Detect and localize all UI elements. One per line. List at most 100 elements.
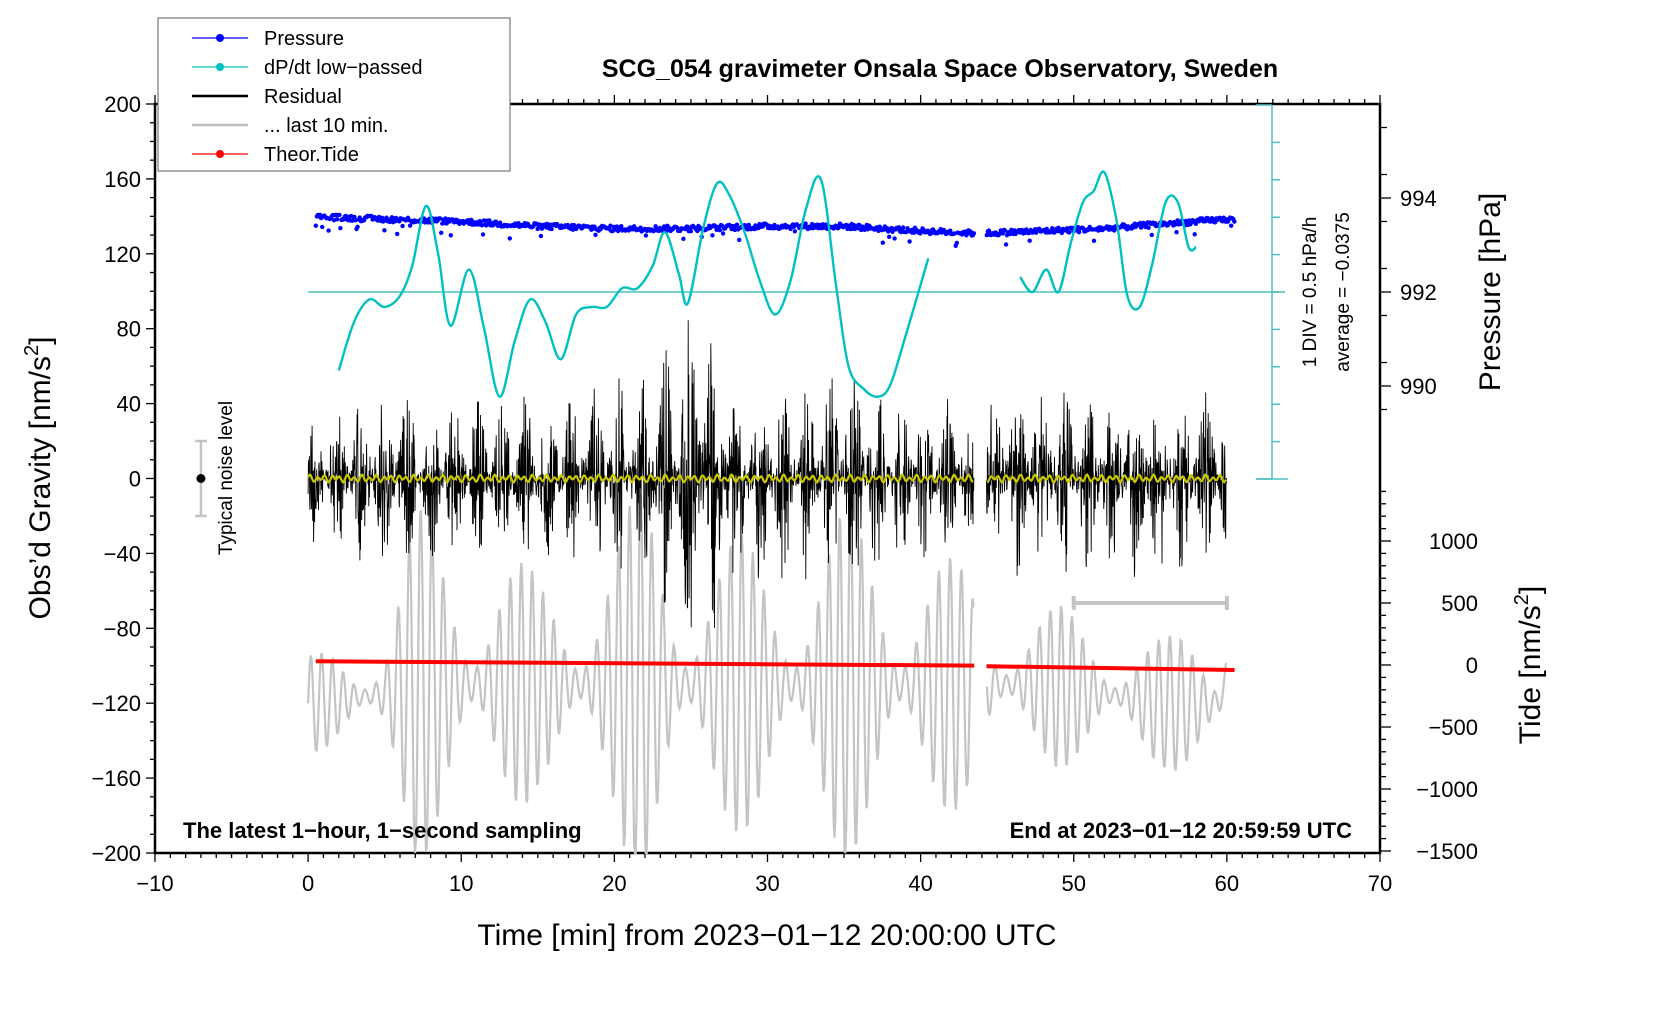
- legend-marker: [216, 150, 224, 158]
- x-axis-title: Time [min] from 2023−01−12 20:00:00 UTC: [477, 919, 1056, 952]
- pressure-point: [737, 237, 742, 243]
- residual-smoothed-line: [986, 473, 1227, 484]
- pressure-point: [695, 228, 700, 234]
- pressure-point: [720, 231, 726, 236]
- pressure-point: [643, 233, 649, 238]
- last-10-min-line: [985, 605, 1228, 771]
- pressure-point: [1003, 242, 1009, 247]
- pressure-point: [439, 230, 444, 235]
- pressure-point: [571, 223, 577, 228]
- pressure-point: [896, 225, 902, 230]
- y-left-tick-label: 40: [117, 392, 141, 417]
- pressure-point: [497, 220, 503, 225]
- tide-tick-label: 500: [1441, 591, 1478, 616]
- pressure-point: [481, 218, 487, 223]
- chart-title: SCG_054 gravimeter Onsala Space Observat…: [602, 55, 1278, 83]
- tide-line: [315, 659, 975, 668]
- axis-ticks: −10 0 10 20 30 40 50 60 70 200 160 120 80 40 0 −40 −80 −1…: [91, 92, 1478, 896]
- pressure-tick-label: 990: [1400, 374, 1437, 399]
- legend-label: Residual: [264, 86, 342, 108]
- y-left-tick-label: 120: [104, 242, 141, 267]
- pressure-point: [426, 220, 431, 225]
- pressure-point: [335, 217, 340, 222]
- legend-box: [157, 17, 511, 172]
- pressure-point: [1059, 230, 1065, 236]
- legend-label: Pressure: [264, 28, 344, 50]
- pressure-point: [880, 240, 885, 245]
- pressure-point: [326, 228, 331, 233]
- pressure-tick-label: 994: [1400, 186, 1437, 211]
- dpdt-scale-note: 1 DIV = 0.5 hPa/h: [1300, 217, 1321, 368]
- noise-level-indicator: [194, 439, 207, 518]
- dpdt-line: [1019, 170, 1197, 311]
- tide-tick-label: −1000: [1416, 777, 1478, 802]
- y-left-tick-label: 160: [104, 167, 141, 192]
- dpdt-axis: [308, 104, 1288, 480]
- pressure-point: [619, 224, 624, 229]
- legend-label: ... last 10 min.: [264, 115, 389, 137]
- last-10-min-bar: [1071, 596, 1229, 610]
- pressure-point: [971, 231, 977, 236]
- pressure-point: [400, 223, 405, 229]
- tide-title-sup: 2: [1511, 594, 1533, 605]
- pressure-point: [448, 233, 453, 238]
- noise-level-label: Typical noise level: [216, 401, 237, 555]
- pressure-point: [593, 232, 598, 237]
- series-pressure: [313, 212, 1237, 248]
- pressure-point: [1033, 230, 1039, 235]
- series-theor-tide: [315, 659, 1235, 672]
- pressure-point: [984, 232, 989, 238]
- x-tick-label: 30: [755, 871, 779, 896]
- pressure-point: [1149, 232, 1155, 238]
- legend: Pressure dP/dt low−passed Residual ... last…: [157, 17, 511, 172]
- pressure-point: [1192, 232, 1197, 237]
- pressure-point: [1229, 223, 1234, 228]
- pressure-point: [803, 221, 808, 226]
- pressure-axis-title: Pressure [hPa]: [1474, 193, 1507, 391]
- x-tick-label: 70: [1368, 871, 1392, 896]
- pressure-point: [734, 222, 740, 227]
- pressure-point: [608, 223, 613, 228]
- legend-label: dP/dt low−passed: [264, 57, 422, 79]
- x-tick-label: −10: [136, 871, 173, 896]
- dpdt-line: [337, 175, 930, 398]
- pressure-point: [1067, 230, 1072, 235]
- pressure-point: [355, 224, 360, 229]
- legend-marker: [216, 63, 224, 71]
- pressure-point: [507, 236, 512, 241]
- pressure-point: [681, 236, 686, 241]
- tide-line: [986, 664, 1235, 672]
- legend-marker: [216, 34, 224, 42]
- end-time-note: End at 2023−01−12 20:59:59 UTC: [1010, 818, 1353, 843]
- sampling-note: The latest 1−hour, 1−second sampling: [183, 818, 582, 843]
- legend-label: Theor.Tide: [264, 144, 359, 166]
- y-left-title-sup: 2: [21, 345, 43, 356]
- y-left-tick-label: −80: [104, 616, 141, 641]
- pressure-point: [710, 233, 715, 238]
- pressure-point: [1183, 218, 1189, 224]
- x-tick-label: 40: [908, 871, 932, 896]
- pressure-point: [313, 223, 318, 228]
- pressure-point: [337, 212, 342, 218]
- pressure-point: [338, 226, 343, 231]
- y-left-tick-label: 200: [104, 92, 141, 117]
- tide-axis-title: Tide [nm/s2]: [1511, 586, 1547, 744]
- pressure-point: [1076, 230, 1082, 235]
- tide-tick-label: 1000: [1429, 529, 1478, 554]
- x-tick-label: 60: [1215, 871, 1239, 896]
- pressure-point: [395, 231, 400, 237]
- last-10-min-line: [307, 494, 975, 855]
- tide-title-main: Tide [nm/s: [1514, 605, 1547, 744]
- series-residual-smoothed: [307, 473, 1227, 484]
- pressure-point: [407, 223, 413, 228]
- pressure-point: [1002, 228, 1008, 233]
- series-dpdt: [337, 170, 1197, 398]
- pressure-point: [1027, 238, 1032, 243]
- pressure-point: [1232, 219, 1237, 224]
- pressure-point: [1173, 222, 1178, 227]
- residual-line: [986, 392, 1228, 577]
- y-left-tick-label: 80: [117, 317, 141, 342]
- x-tick-label: 0: [302, 871, 314, 896]
- pressure-point: [353, 218, 358, 223]
- tide-tick-label: 0: [1466, 653, 1478, 678]
